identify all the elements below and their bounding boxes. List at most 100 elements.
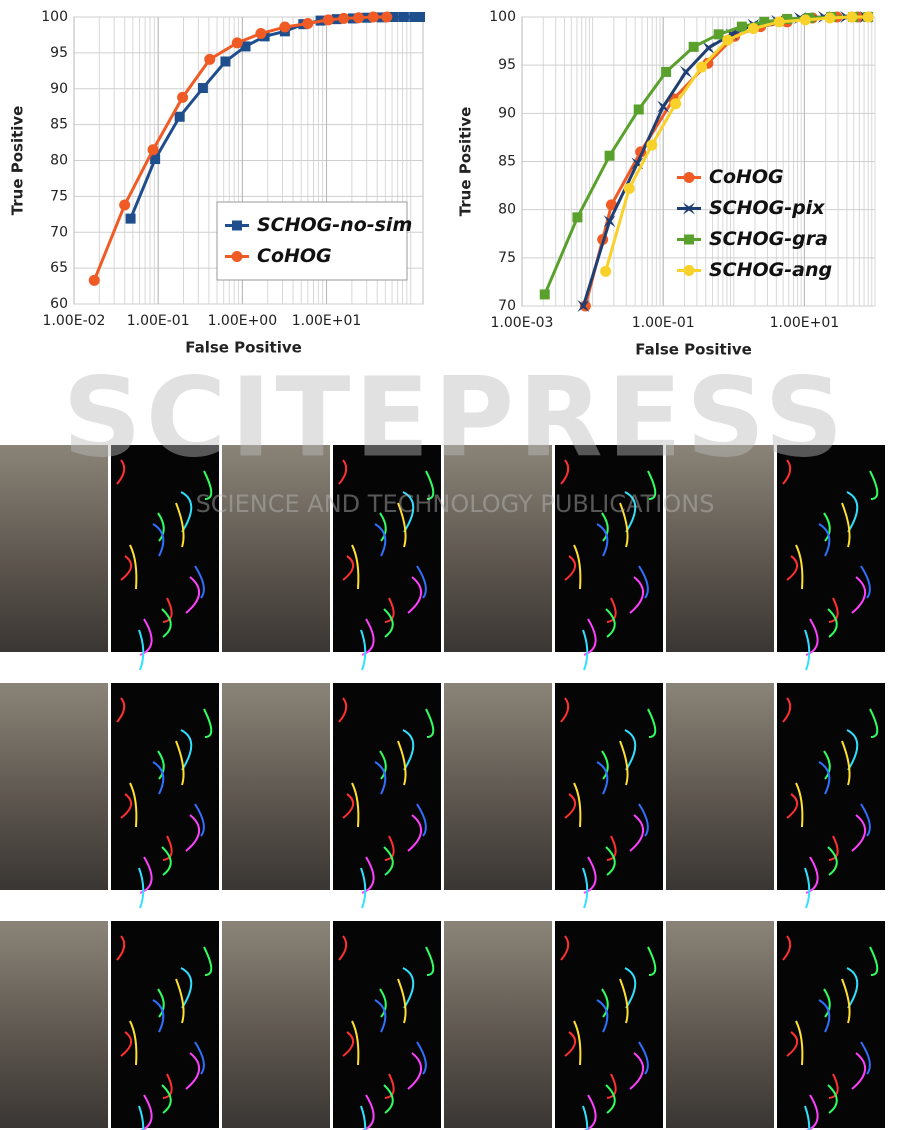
edge-stroke (647, 708, 657, 738)
edge-stroke (605, 846, 616, 876)
marker (702, 41, 715, 54)
marker (381, 11, 393, 23)
edge-stroke (416, 565, 427, 599)
marker (204, 53, 216, 65)
marker (88, 274, 100, 286)
marker (759, 16, 770, 27)
marker (388, 12, 399, 22)
image-grid (0, 445, 885, 1130)
edge-stroke (185, 576, 200, 614)
edge-stroke (624, 491, 637, 533)
marker (661, 66, 672, 77)
edge-stroke (795, 1020, 804, 1066)
edge-stroke (582, 867, 589, 909)
edge-map (333, 921, 441, 1128)
edge-stroke (129, 1020, 138, 1066)
marker (147, 144, 159, 156)
edge-stroke (647, 946, 657, 976)
edge-stroke (384, 597, 395, 623)
edge-stroke (582, 629, 589, 671)
y-axis-title: True Positive (9, 106, 27, 216)
marker (398, 12, 409, 22)
edge-stroke (379, 512, 387, 542)
edge-stroke (407, 814, 422, 852)
marker (747, 23, 759, 35)
edge-stroke (383, 1084, 394, 1114)
edge-stroke (162, 1073, 173, 1099)
marker (415, 12, 426, 22)
edge-stroke (823, 750, 831, 780)
edge-stroke (161, 846, 172, 876)
marker (670, 98, 682, 110)
edge-stroke (638, 565, 649, 599)
edge-map (111, 683, 219, 890)
edge-stroke (425, 946, 435, 976)
edge-map (777, 683, 885, 890)
photo (666, 445, 774, 652)
edge-stroke (120, 555, 132, 581)
x-tick-label: 1.00E-03 (491, 315, 554, 331)
photo (666, 921, 774, 1128)
y-tick-label: 85 (498, 154, 516, 170)
y-tick-label: 95 (498, 57, 516, 73)
edge-stroke (180, 491, 193, 533)
edge-stroke (203, 708, 213, 738)
marker (338, 12, 350, 24)
y-tick-label: 90 (50, 81, 68, 97)
marker (623, 182, 635, 194)
edge-stroke (606, 835, 617, 861)
photo (0, 683, 108, 890)
edge-stroke (818, 999, 831, 1033)
edge-stroke (120, 793, 132, 819)
legend-marker (683, 202, 695, 215)
marker (150, 154, 161, 165)
edge-stroke (416, 803, 427, 837)
edge-stroke (827, 846, 838, 876)
x-tick-label: 1.00E-01 (632, 315, 695, 331)
edge-stroke (194, 1041, 205, 1075)
edge-stroke (203, 470, 213, 500)
marker (773, 16, 785, 28)
edge-stroke (129, 544, 138, 590)
edge-stroke (841, 740, 851, 786)
edge-stroke (194, 803, 205, 837)
edge-stroke (860, 803, 871, 837)
marker (782, 13, 793, 24)
edge-stroke (338, 459, 348, 485)
marker (279, 21, 291, 33)
edge-stroke (851, 814, 866, 852)
edge-stroke (342, 793, 354, 819)
y-tick-label: 95 (50, 45, 68, 61)
edge-stroke (203, 946, 213, 976)
edge-stroke (841, 978, 851, 1024)
marker (846, 11, 858, 23)
edge-stroke (560, 459, 570, 485)
edge-stroke (828, 835, 839, 861)
edge-stroke (425, 470, 435, 500)
legend-marker (683, 265, 695, 276)
x-tick-label: 1.00E+01 (770, 315, 840, 331)
edge-stroke (379, 988, 387, 1018)
watermark-title: SCITEPRESS (62, 353, 847, 481)
photo (222, 921, 330, 1128)
marker (722, 34, 734, 46)
edge-stroke (138, 1105, 145, 1130)
marker (605, 199, 617, 211)
marker (409, 12, 420, 22)
marker (824, 12, 836, 24)
edge-stroke (383, 608, 394, 638)
marker (646, 139, 658, 151)
edge-stroke (384, 835, 395, 861)
edge-stroke (795, 544, 804, 590)
y-tick-label: 85 (50, 117, 68, 133)
edge-stroke (351, 1020, 360, 1066)
edge-stroke (560, 697, 570, 723)
edge-stroke (407, 576, 422, 614)
edge-stroke (869, 708, 879, 738)
legend-marker (231, 251, 243, 262)
edge-stroke (180, 967, 193, 1009)
edge-stroke (846, 491, 859, 533)
edge-stroke (194, 565, 205, 599)
edge-stroke (596, 761, 609, 795)
